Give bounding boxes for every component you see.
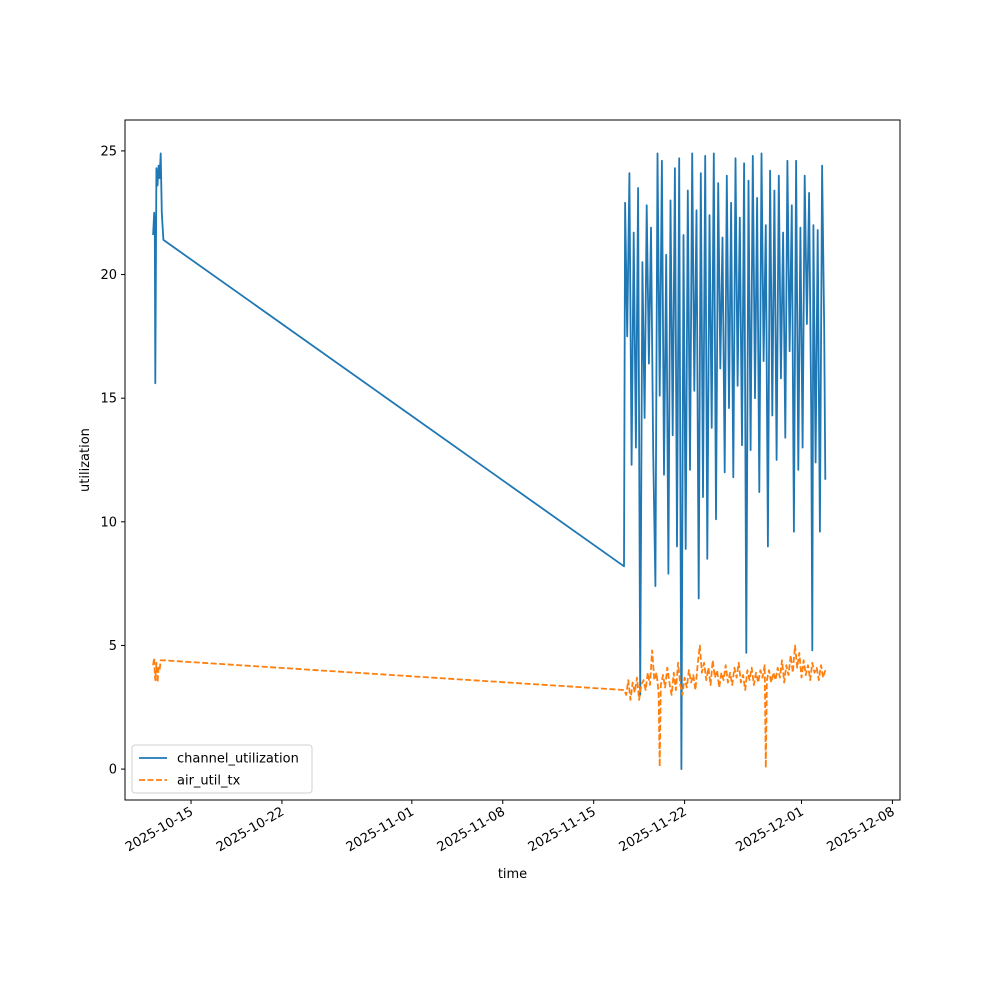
y-tick-label: 10: [100, 515, 117, 530]
x-axis-label: time: [498, 867, 527, 882]
series-line-channel-utilization: [152, 152, 827, 770]
legend-label-channel-utilization: channel_utilization: [177, 752, 299, 767]
y-tick-label: 20: [100, 268, 117, 283]
y-tick-label: 5: [109, 639, 117, 654]
legend-label-air-util-tx: air_util_tx: [177, 774, 241, 789]
legend: channel_utilization air_util_tx: [131, 744, 313, 794]
y-tick-label: 15: [100, 392, 117, 407]
legend-box: [131, 744, 313, 794]
axes-frame: [124, 119, 901, 801]
y-axis-label: utilization: [78, 428, 93, 492]
y-tick-label: 25: [100, 144, 117, 159]
y-tick-label: 0: [109, 763, 117, 778]
